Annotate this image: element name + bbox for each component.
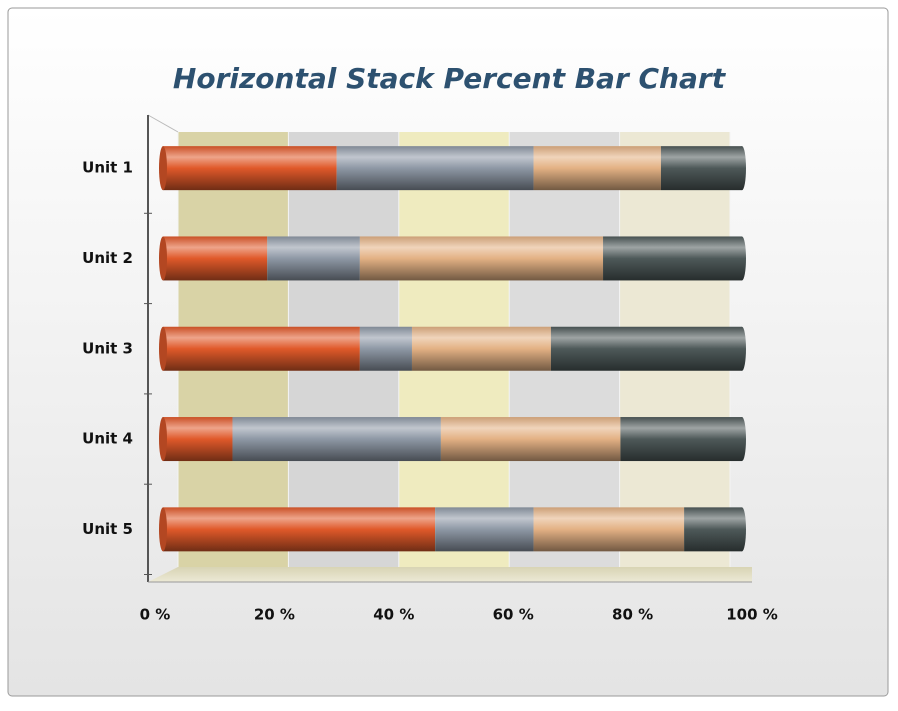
x-tick-label: 40 % <box>373 606 414 624</box>
y-tick-label: Unit 1 <box>82 159 133 177</box>
bar-segment <box>435 507 534 552</box>
x-tick-label: 60 % <box>493 606 534 624</box>
x-tick-label: 20 % <box>254 606 295 624</box>
bar-segment <box>232 417 441 462</box>
bar-segment <box>163 507 436 552</box>
x-tick-label: 80 % <box>612 606 653 624</box>
bar-cap <box>159 326 167 371</box>
bar-cap <box>159 507 167 552</box>
bar-segment <box>684 507 742 552</box>
bars <box>159 146 746 552</box>
x-tick-label: 0 % <box>140 606 171 624</box>
bar-segment <box>411 326 551 371</box>
bar-segment <box>533 146 661 191</box>
bar-cap <box>738 326 746 371</box>
bar-segment <box>660 146 742 191</box>
bar-segment <box>620 417 742 462</box>
bar-segment <box>267 236 360 281</box>
y-tick-label: Unit 4 <box>82 430 133 448</box>
bar-segment <box>163 326 360 371</box>
bar-segment <box>550 326 742 371</box>
bar-segment <box>533 507 685 552</box>
bar-segment <box>440 417 621 462</box>
bar-cap <box>738 236 746 281</box>
bar-cap <box>738 507 746 552</box>
y-tick-label: Unit 2 <box>82 249 133 267</box>
bar-segment <box>359 326 412 371</box>
bar-cap <box>159 417 167 462</box>
bar-segment <box>163 417 233 462</box>
bar-cap <box>159 236 167 281</box>
bar-segment <box>359 236 604 281</box>
wall-edge <box>147 114 179 133</box>
bar-segment <box>163 146 337 191</box>
x-tick-label: 100 % <box>726 606 778 624</box>
floor <box>148 567 752 582</box>
bar-cap <box>159 146 167 191</box>
bar-segment <box>163 236 268 281</box>
bar-segment <box>336 146 534 191</box>
y-tick-label: Unit 5 <box>82 520 133 538</box>
chart-title: Horizontal Stack Percent Bar Chart <box>173 62 727 95</box>
y-tick-label: Unit 3 <box>82 339 133 357</box>
bar-cap <box>738 146 746 191</box>
bar-segment <box>603 236 742 281</box>
bar-cap <box>738 417 746 462</box>
